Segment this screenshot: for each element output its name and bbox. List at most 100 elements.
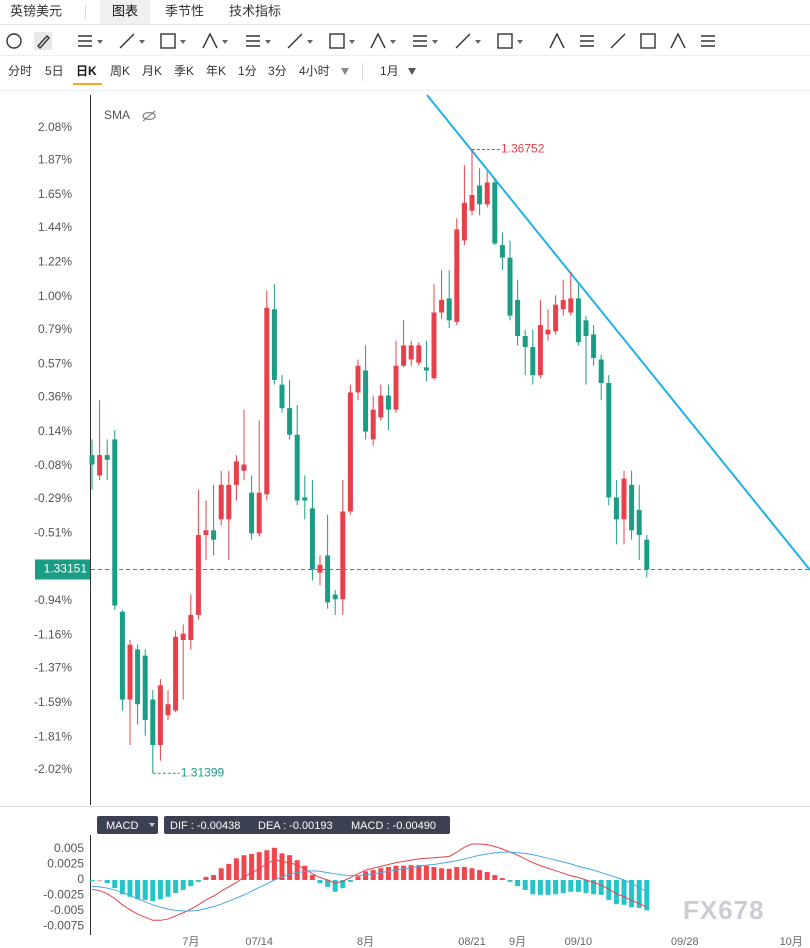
period[interactable]: 3分	[268, 64, 287, 78]
candle-body	[241, 464, 247, 471]
candle-body	[218, 484, 224, 520]
macd-bar	[530, 880, 536, 895]
indicator-label: SMA	[104, 108, 130, 122]
macd-bar	[378, 868, 384, 881]
candle-body	[302, 497, 308, 501]
macd-dea-line	[91, 851, 648, 912]
watermark: FX678	[683, 895, 765, 925]
tool-icon[interactable]	[287, 33, 313, 49]
macd-tick-label: -0.005	[50, 903, 84, 917]
tool-icon[interactable]	[497, 33, 523, 49]
tool-icon[interactable]	[413, 35, 438, 47]
macd-bar	[553, 880, 559, 895]
candle-body	[621, 478, 627, 520]
active-period-underline	[73, 83, 102, 85]
macd-bar	[385, 866, 391, 881]
tool-icon[interactable]	[34, 32, 52, 50]
macd-bar	[294, 860, 300, 881]
tab[interactable]: 季节性	[165, 3, 204, 18]
candle-body	[629, 484, 635, 531]
tool-icon[interactable]	[160, 33, 186, 49]
tool-icon[interactable]	[549, 32, 565, 49]
macd-bar	[325, 880, 331, 887]
period[interactable]: 季K	[174, 64, 194, 78]
candle-body	[287, 408, 293, 435]
macd-bar	[598, 880, 604, 895]
period[interactable]: 周K	[110, 64, 130, 78]
tool-icon[interactable]	[610, 33, 626, 49]
y-tick-label: -0.08%	[34, 458, 72, 472]
macd-bar	[271, 847, 277, 881]
visibility-icon[interactable]	[142, 110, 156, 122]
macd-bar	[173, 880, 179, 894]
macd-tick-label: -0.0075	[43, 919, 84, 933]
macd-select[interactable]	[97, 816, 158, 834]
macd-bar	[370, 870, 376, 881]
y-tick-label: 1.65%	[38, 187, 72, 201]
macd-readout: MACD : -0.00490	[351, 820, 436, 832]
candle-body	[499, 245, 505, 258]
period[interactable]: 5日	[45, 64, 64, 78]
active-tab-bg	[100, 0, 150, 24]
macd-bar	[157, 880, 163, 900]
macd-bar	[644, 880, 650, 911]
trend-line[interactable]	[426, 94, 810, 571]
macd-bar	[401, 865, 407, 881]
macd-bar	[613, 880, 619, 905]
macd-bar	[355, 876, 361, 881]
tool-icon[interactable]	[580, 35, 594, 47]
period[interactable]: 分时	[8, 64, 32, 78]
dropdown-arrow[interactable]	[149, 823, 155, 827]
tool-icon[interactable]	[701, 35, 715, 47]
candle-body	[309, 508, 315, 570]
dropdown-arrow[interactable]	[341, 68, 349, 75]
period[interactable]: 年K	[206, 64, 226, 78]
tool-icon[interactable]	[202, 32, 228, 49]
macd-bar	[104, 880, 110, 884]
period[interactable]: 月K	[142, 64, 162, 78]
x-tick-label: 7月	[182, 936, 199, 948]
macd-bar	[241, 855, 247, 881]
candle-body	[553, 304, 559, 332]
dropdown-arrow[interactable]	[408, 68, 416, 75]
tool-icon[interactable]	[329, 33, 355, 49]
tool-icon[interactable]	[670, 32, 686, 49]
macd-bar	[127, 880, 133, 897]
last-price-box	[35, 559, 90, 580]
candle-body	[446, 298, 452, 321]
candle-body	[545, 329, 551, 335]
macd-tick-label: 0.0025	[47, 857, 84, 871]
macd-tick-label: -0.0025	[43, 888, 84, 902]
y-tick-label: -0.29%	[34, 491, 72, 505]
macd-bar	[537, 880, 543, 895]
macd-name[interactable]: MACD	[106, 820, 138, 832]
candle-body	[636, 509, 642, 536]
candle-body	[332, 594, 338, 600]
tab[interactable]: 技术指标	[229, 3, 281, 18]
tool-icon[interactable]	[640, 33, 656, 49]
period[interactable]: 1月	[380, 64, 399, 78]
y-tick-label: 1.22%	[38, 255, 72, 269]
tool-icon[interactable]	[6, 33, 22, 49]
macd-bar	[226, 863, 232, 881]
candle-body	[264, 307, 270, 495]
tool-icon[interactable]	[370, 32, 396, 49]
macd-bar	[522, 880, 528, 890]
tool-icon[interactable]	[119, 33, 145, 49]
candle-body	[150, 699, 156, 745]
y-tick-label: 0.79%	[38, 322, 72, 336]
tool-icon[interactable]	[246, 35, 271, 47]
tool-icon[interactable]	[455, 33, 481, 49]
candle-body	[347, 392, 353, 512]
macd-bar	[507, 880, 513, 882]
macd-bar	[461, 866, 467, 881]
tab[interactable]: 图表	[112, 3, 138, 18]
period[interactable]: 日K	[76, 64, 97, 78]
macd-bar	[203, 876, 209, 881]
period[interactable]: 4小时	[299, 64, 330, 78]
tool-icon[interactable]	[78, 35, 103, 47]
period[interactable]: 1分	[238, 64, 257, 78]
